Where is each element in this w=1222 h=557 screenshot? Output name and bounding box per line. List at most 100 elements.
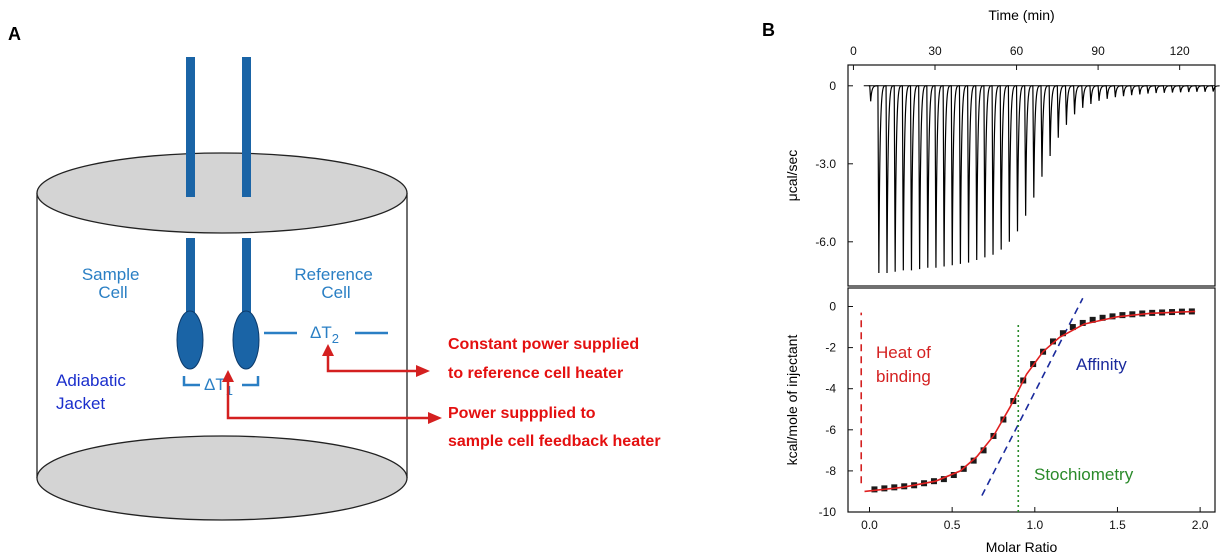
data-point	[1109, 313, 1116, 320]
peak	[999, 85, 1008, 250]
label-line: Power suppplied to	[448, 405, 596, 422]
label-line: Cell	[98, 283, 127, 302]
peak	[1072, 85, 1081, 115]
probe	[242, 238, 251, 318]
peak	[893, 85, 902, 272]
annotation-label: Heat of binding	[876, 343, 931, 386]
peak	[1040, 85, 1049, 177]
probe	[186, 57, 195, 197]
y-tick-label: -6	[825, 423, 836, 437]
data-point	[1119, 312, 1126, 319]
label-line: Jacket	[56, 394, 105, 413]
peak	[942, 85, 951, 267]
data-point	[1129, 311, 1136, 318]
reference-cell	[232, 310, 260, 370]
x-tick-label: 90	[1091, 44, 1105, 58]
delta: ΔT	[204, 375, 226, 394]
peak	[1203, 85, 1212, 92]
peak	[991, 85, 1000, 255]
x-tick-label: 0.5	[944, 518, 961, 532]
panel-label: A	[8, 24, 21, 44]
peak	[876, 85, 886, 274]
jacket-top	[36, 152, 408, 234]
x-axis-label: Time (min)	[988, 7, 1054, 23]
data-point	[950, 472, 957, 479]
reference-heater-label: Constant power supplied to reference cel…	[448, 336, 644, 382]
peak	[1137, 85, 1147, 95]
sample-heater-label: Power suppplied to sample cell feedback …	[448, 405, 661, 450]
peak	[1056, 85, 1065, 138]
peak	[925, 85, 935, 268]
delta-t2: ΔT2	[310, 323, 339, 346]
peak	[1023, 85, 1033, 216]
y-tick-label: 0	[829, 79, 836, 93]
x-tick-label: 0.0	[861, 518, 878, 532]
delta-t1: ΔT1	[204, 375, 233, 398]
label-line: Affinity	[1076, 355, 1127, 374]
subscript: 2	[332, 331, 339, 346]
peak	[966, 85, 976, 263]
jacket-bottom	[36, 435, 408, 521]
data-point	[891, 484, 898, 491]
x-axis-label: Molar Ratio	[986, 539, 1058, 555]
y-tick-label: -8	[825, 464, 836, 478]
data-point	[1099, 314, 1106, 321]
peak	[1088, 85, 1098, 105]
y-tick-label: -2	[825, 341, 836, 355]
x-tick-label: 2.0	[1192, 518, 1209, 532]
peak	[1015, 85, 1024, 232]
fit-line	[864, 310, 1196, 493]
peak	[1186, 85, 1196, 93]
data-point	[1079, 319, 1086, 326]
annotation-label: Affinity	[1076, 355, 1127, 374]
peak	[1170, 85, 1179, 93]
x-tick-label: 120	[1170, 44, 1190, 58]
peak	[1121, 85, 1130, 97]
data-point	[881, 485, 888, 492]
label-line: Adiabatic	[56, 371, 126, 390]
data-point	[980, 447, 987, 454]
peak	[1162, 85, 1171, 93]
data-point	[940, 476, 947, 483]
x-tick-label: 60	[1010, 44, 1024, 58]
peak	[1146, 85, 1155, 94]
label-line: binding	[876, 367, 931, 386]
peak	[909, 85, 918, 271]
y-axis-label: kcal/mole of injectant	[784, 335, 800, 466]
peak	[1211, 85, 1220, 92]
peak	[1031, 85, 1041, 198]
bracket	[182, 376, 260, 387]
peak	[868, 85, 878, 102]
peak	[1048, 85, 1057, 157]
peak	[1113, 85, 1122, 98]
data-point	[871, 486, 878, 493]
x-tick-label: 0	[850, 44, 857, 58]
label-line: Stochiometry	[1034, 465, 1134, 484]
peak	[1097, 85, 1106, 101]
annotation-label: Stochiometry	[1034, 465, 1134, 484]
peak	[958, 85, 967, 264]
y-tick-label: -3.0	[815, 157, 836, 171]
peak	[933, 85, 943, 268]
plot-frame	[847, 287, 1216, 513]
jacket-wall	[36, 193, 408, 478]
x-tick-label: 30	[928, 44, 942, 58]
data-point	[1049, 338, 1056, 345]
peak	[974, 85, 984, 261]
sample-cell-label: Sample Cell	[82, 265, 144, 302]
x-tick-label: 1.5	[1109, 518, 1126, 532]
jacket-label: Adiabatic Jacket	[56, 371, 131, 413]
label-line: Cell	[321, 283, 350, 302]
label-line: Reference	[294, 265, 372, 284]
peak	[1129, 85, 1139, 96]
subscript: 1	[226, 383, 233, 398]
peak	[917, 85, 927, 270]
label-line: to reference cell heater	[448, 365, 623, 382]
peak	[1064, 85, 1073, 125]
y-tick-label: -6.0	[815, 235, 836, 249]
data-point	[1059, 330, 1066, 337]
peak	[950, 85, 959, 266]
y-tick-label: -10	[819, 505, 837, 519]
peak	[1194, 85, 1204, 92]
